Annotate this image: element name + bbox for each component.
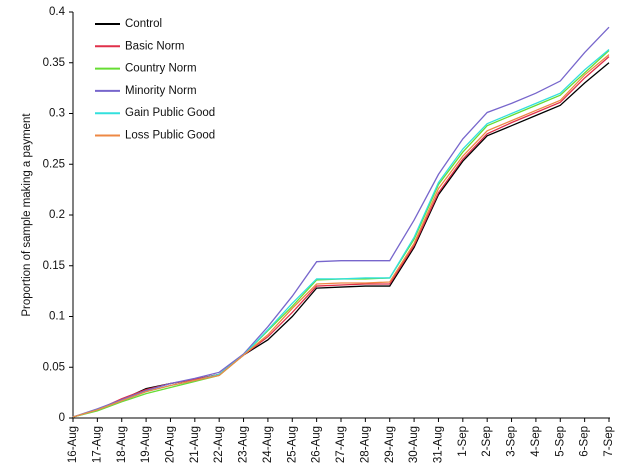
series-line: [72, 26, 610, 418]
x-tick-label: 18-Aug: [116, 426, 128, 463]
legend-label: Control: [125, 18, 162, 30]
x-tick-label: 21-Aug: [189, 426, 201, 463]
series-line: [72, 54, 610, 418]
y-axis-label: Proportion of sample making a payment: [21, 113, 33, 317]
x-tick-label: 28-Aug: [359, 426, 371, 463]
x-tick-label: 23-Aug: [238, 426, 250, 463]
x-tick-label: 5-Sep: [554, 426, 566, 457]
series-line: [72, 50, 610, 418]
x-tick-label: 27-Aug: [335, 426, 347, 463]
series-line: [72, 49, 610, 418]
x-tick-label: 22-Aug: [213, 426, 225, 463]
x-tick-label: 17-Aug: [91, 426, 103, 463]
x-tick-label: 4-Sep: [530, 426, 542, 457]
y-tick-label: 0.1: [49, 311, 65, 323]
x-tick-label: 25-Aug: [286, 426, 298, 463]
x-tick-label: 3-Sep: [506, 426, 518, 457]
y-tick-label: 0.15: [43, 260, 65, 272]
y-tick-label: 0.4: [49, 6, 66, 18]
legend-label: Minority Norm: [125, 85, 197, 97]
y-tick-label: 0.2: [49, 209, 65, 221]
legend-label: Country Norm: [125, 63, 197, 75]
x-tick-label: 19-Aug: [140, 426, 152, 463]
x-tick-label: 6-Sep: [579, 426, 591, 457]
y-tick-label: 0.25: [43, 158, 65, 170]
x-tick-label: 2-Sep: [481, 426, 493, 457]
x-tick-label: 31-Aug: [432, 426, 444, 463]
x-tick-label: 20-Aug: [164, 426, 176, 463]
x-tick-label: 30-Aug: [408, 426, 420, 463]
legend-label: Gain Public Good: [125, 107, 215, 119]
x-tick-label: 16-Aug: [67, 426, 79, 463]
x-tick-label: 24-Aug: [262, 426, 274, 463]
y-tick-label: 0.3: [49, 108, 65, 120]
x-tick-label: 1-Sep: [457, 426, 469, 457]
x-tick-label: 7-Sep: [603, 426, 615, 457]
y-tick-label: 0.35: [43, 57, 65, 69]
y-tick-label: 0.05: [43, 361, 65, 373]
x-tick-label: 26-Aug: [311, 426, 323, 463]
legend-label: Basic Norm: [125, 40, 184, 52]
y-tick-label: 0: [59, 412, 65, 424]
legend-label: Loss Public Good: [125, 130, 215, 142]
x-tick-label: 29-Aug: [384, 426, 396, 463]
